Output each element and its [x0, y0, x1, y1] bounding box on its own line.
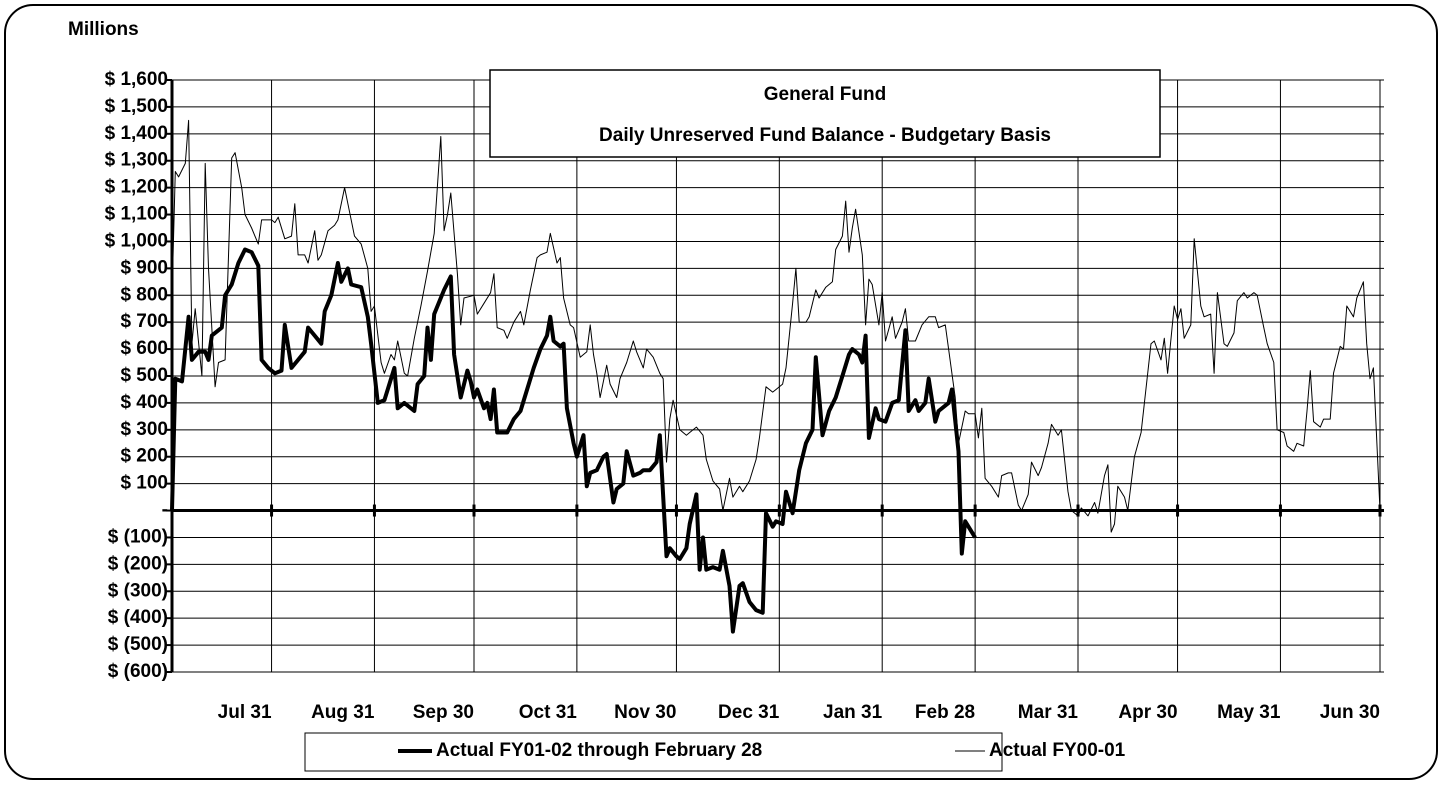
chart-title: General Fund	[764, 84, 886, 105]
y-tick-label: $ 400	[120, 392, 168, 413]
x-tick-label: Feb 28	[915, 702, 975, 723]
y-tick-label: $ 1,600	[105, 69, 168, 90]
legend: Actual FY01-02 through February 28 Actual…	[398, 740, 1126, 761]
lines	[170, 119, 1381, 634]
chart-frame	[4, 4, 1438, 780]
y-tick-label: $ 600	[120, 338, 168, 359]
series-line	[171, 119, 1381, 533]
x-tick-label: Mar 31	[1018, 702, 1079, 723]
chart-subtitle: Daily Unreserved Fund Balance - Budgetar…	[599, 125, 1051, 146]
y-tick-label: $ (200)	[108, 553, 168, 574]
y-tick-label: $ 300	[120, 419, 168, 440]
y-tick-label: $ (500)	[108, 634, 168, 655]
title-box	[489, 69, 1161, 158]
x-tick-label: Jun 30	[1320, 702, 1380, 723]
y-tick-label: $ 1,300	[105, 150, 168, 171]
y-tick-label: $ 900	[120, 257, 168, 278]
series-line	[170, 247, 977, 634]
grid: $ 1,600 $ 1,500 $ 1,400 $ 1,300 $ 1,200 $ 1,1…	[105, 69, 1384, 723]
x-tick-label: Jan 31	[823, 702, 883, 723]
y-tick-label: $ 1,500	[105, 96, 168, 117]
x-tick-label: Dec 31	[718, 702, 780, 723]
x-tick-label: Sep 30	[413, 702, 474, 723]
unit-label: Millions	[68, 19, 139, 40]
x-tick-label: Oct 31	[519, 702, 578, 723]
y-tick-label: $ 1,200	[105, 177, 168, 198]
legend-label: Actual FY00-01	[989, 740, 1126, 761]
x-tick-label: Nov 30	[614, 702, 676, 723]
y-tick-label: $ 1,000	[105, 230, 168, 251]
x-tick-label: Aug 31	[311, 702, 375, 723]
y-tick-label: $ (600)	[108, 661, 168, 682]
y-tick-label: $ 1,400	[105, 123, 168, 144]
y-tick-label: $ 200	[120, 446, 168, 467]
y-tick-label: $ 500	[120, 365, 168, 386]
y-tick-label: $ 1,100	[105, 204, 168, 225]
legend-label: Actual FY01-02 through February 28	[436, 740, 762, 761]
legend-box	[304, 732, 1003, 772]
x-tick-label: May 31	[1217, 702, 1281, 723]
y-tick-label: $ (400)	[108, 607, 168, 628]
y-tick-label: $ 100	[120, 473, 168, 494]
x-tick-label: Apr 30	[1118, 702, 1177, 723]
y-tick-label: $ 700	[120, 311, 168, 332]
y-tick-label: -	[162, 500, 168, 521]
y-tick-label: $ (300)	[108, 580, 168, 601]
x-tick-label: Jul 31	[218, 702, 272, 723]
y-tick-label: $ (100)	[108, 526, 168, 547]
y-tick-label: $ 800	[120, 284, 168, 305]
